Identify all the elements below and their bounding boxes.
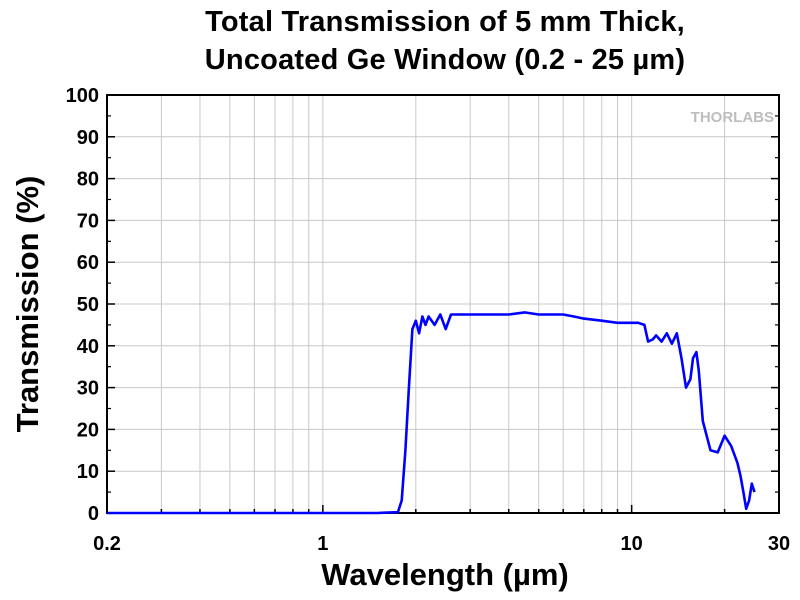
- axis-ticks: [107, 94, 780, 514]
- chart-title: Total Transmission of 5 mm Thick,: [205, 6, 685, 38]
- y-tick-label: 40: [77, 336, 99, 358]
- x-tick-label: 0.2: [93, 533, 121, 555]
- y-tick-label: 20: [77, 419, 99, 441]
- y-tick-label: 80: [77, 169, 99, 191]
- x-tick-label: 30: [768, 533, 790, 555]
- y-tick-label: 90: [77, 127, 99, 149]
- chart-subtitle: Uncoated Ge Window (0.2 - 25 µm): [204, 44, 686, 76]
- y-tick-label: 10: [77, 461, 99, 483]
- y-tick-label: 100: [66, 85, 99, 107]
- series-line: [107, 311, 756, 515]
- grid: [107, 95, 780, 513]
- y-tick-label: 70: [77, 210, 99, 232]
- x-tick-label: 10: [621, 533, 643, 555]
- tick-labels: 0 10 20 30 40 50 60 70 80 90 100 0.2 1 10 30: [66, 85, 791, 555]
- y-tick-label: 0: [88, 503, 99, 525]
- y-tick-label: 60: [77, 252, 99, 274]
- thorlabs-watermark: THORLABS: [691, 109, 774, 126]
- x-tick-label: 1: [317, 533, 328, 555]
- y-tick-label: 30: [77, 378, 99, 400]
- y-tick-label: 50: [77, 294, 99, 316]
- x-axis-label: Wavelength (µm): [321, 557, 569, 592]
